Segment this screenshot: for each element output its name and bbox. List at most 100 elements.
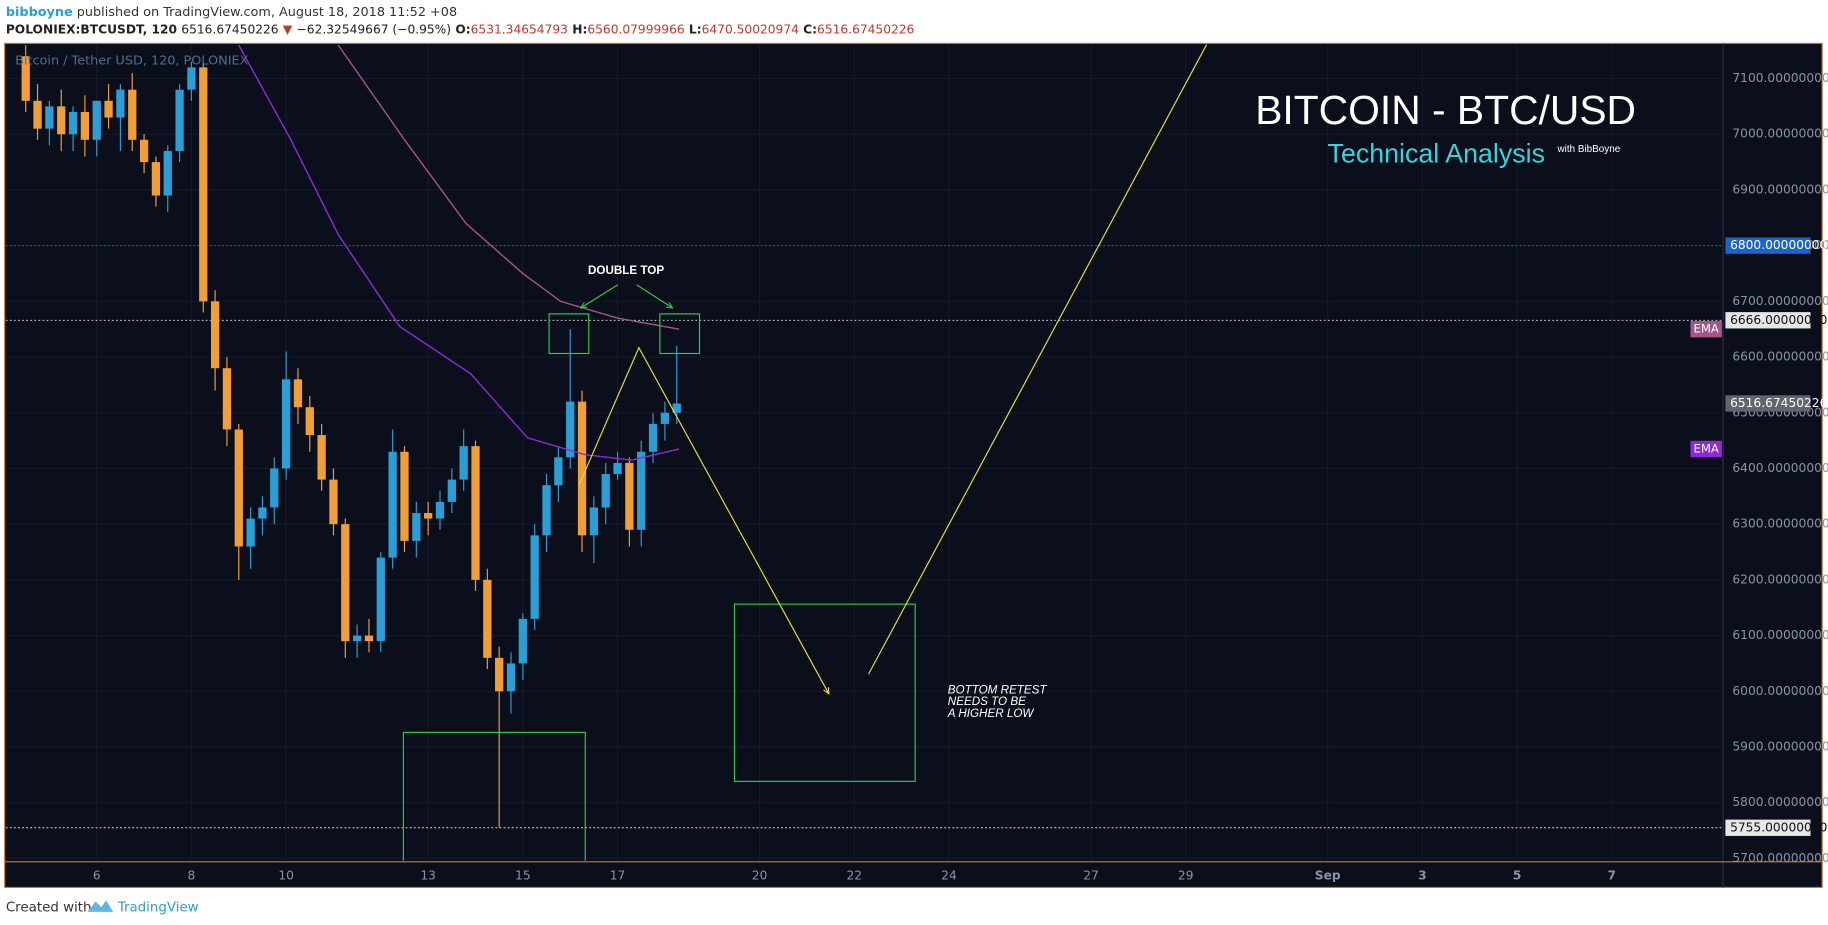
candle-body — [341, 524, 350, 642]
price-label-box — [1725, 312, 1811, 329]
candle-body — [80, 111, 90, 140]
grid — [5, 44, 1724, 861]
c-label: C: — [803, 22, 817, 36]
logo[interactable] — [87, 900, 114, 912]
annotation: BOTTOM RETEST — [948, 683, 1048, 696]
candle-body — [175, 89, 184, 151]
candle-body — [21, 56, 30, 101]
candle-body — [577, 401, 587, 536]
candle-body — [329, 479, 338, 525]
ema-tag: EMA — [1693, 322, 1718, 336]
x-tick-label: Sep — [1315, 868, 1341, 882]
candle-body — [376, 557, 385, 642]
x-tick-label: 27 — [1083, 868, 1099, 882]
legend: Bitcoin / Tether USD, 120, POLONIEX — [15, 53, 248, 68]
box — [659, 313, 701, 355]
open: 6531.34654793 — [471, 22, 568, 36]
candle-body — [92, 100, 101, 140]
price-label-box — [1725, 819, 1811, 836]
y-tick-label: 5900.00000000 — [1732, 739, 1828, 753]
price-label: 6666.00000000 — [1730, 313, 1827, 327]
y-tick-label: 7000.00000000 — [1732, 127, 1828, 141]
candle-body — [128, 89, 137, 140]
arrow — [636, 284, 673, 308]
h-label: H: — [572, 22, 587, 36]
arrow — [581, 284, 619, 308]
candle-body — [518, 618, 527, 664]
y-tick-label: 6400.00000000 — [1732, 461, 1828, 475]
candle-body — [270, 468, 279, 508]
x-tick-label: 6 — [93, 868, 101, 882]
annotation: A HIGHER LOW — [947, 707, 1035, 720]
ema-tag-box — [1690, 321, 1722, 338]
x-tick-label: 13 — [420, 868, 436, 882]
x-tick-label: 20 — [752, 868, 768, 882]
candle-body — [222, 368, 232, 430]
candle-body — [447, 479, 456, 502]
last-price: 6516.67450226 — [181, 22, 279, 36]
box — [733, 603, 916, 782]
candle-body — [554, 457, 563, 486]
symbol: POLONIEX:BTCUSDT, 120 — [6, 22, 177, 36]
candle-body — [601, 474, 610, 508]
candle-body — [530, 535, 539, 619]
author[interactable]: bibboyne — [6, 4, 73, 19]
candle-body — [116, 89, 125, 118]
candle-body — [33, 100, 42, 129]
high: 6560.07999966 — [587, 22, 685, 36]
candle-body — [317, 435, 326, 480]
y-tick-label: 6200.00000000 — [1732, 572, 1828, 586]
x-tick-label: 5 — [1513, 868, 1522, 882]
price-label: 5755.00000000 — [1730, 820, 1827, 834]
box — [548, 313, 590, 355]
y-tick-label: 5700.00000000 — [1732, 851, 1828, 865]
x-tick-label: 15 — [515, 868, 531, 882]
candle-body — [495, 657, 504, 692]
drawings — [402, 44, 1208, 861]
o-label: O: — [455, 22, 470, 36]
candle-body — [246, 518, 255, 547]
brand[interactable]: TradingView — [117, 900, 199, 915]
candle-body — [506, 663, 516, 692]
candle-body — [566, 401, 575, 458]
price-label: 6516.67450226 — [1730, 396, 1828, 410]
candle-body — [483, 579, 492, 658]
candle-body — [364, 635, 374, 642]
ema-line — [337, 44, 680, 330]
published: published on TradingView.com, August 18,… — [77, 4, 457, 19]
y-tick-label: 6600.00000000 — [1732, 350, 1828, 364]
candle-body — [589, 507, 599, 536]
candle-body — [435, 501, 445, 519]
candle-body — [542, 485, 551, 536]
candle-body — [187, 67, 196, 90]
y-tick-label: 6700.00000000 — [1732, 294, 1828, 308]
candle-body — [625, 462, 634, 530]
symbol-bar: POLONIEX:BTCUSDT, 120 6516.67450226 ▼ −6… — [6, 22, 915, 36]
price-label: 6800.00000000 — [1730, 238, 1827, 252]
candle-body — [199, 67, 208, 302]
candle-body — [400, 451, 409, 541]
candle-body — [305, 407, 314, 436]
candle-body — [648, 423, 658, 452]
plot — [5, 44, 1724, 829]
candle-body — [660, 412, 670, 424]
candle-body — [672, 403, 681, 413]
l-label: L: — [689, 22, 702, 36]
title: BITCOIN - BTC/USD — [1255, 87, 1636, 133]
ema-tag: EMA — [1693, 441, 1718, 455]
box — [402, 731, 586, 861]
candle-body — [139, 139, 149, 163]
y-tick-label: 6000.00000000 — [1732, 684, 1828, 698]
arrow: ▼ — [283, 22, 293, 36]
candle-body — [388, 451, 397, 558]
price-label-box — [1725, 395, 1811, 412]
y-tick-label: 6900.00000000 — [1732, 182, 1828, 196]
annotation: NEEDS TO BE — [948, 695, 1026, 708]
x-tick-label: 17 — [610, 868, 626, 882]
candle-body — [68, 111, 78, 135]
ema-line — [238, 44, 680, 461]
close: 6516.67450226 — [817, 22, 915, 36]
candle-body — [45, 106, 54, 129]
x-tick-label: 8 — [188, 868, 196, 882]
